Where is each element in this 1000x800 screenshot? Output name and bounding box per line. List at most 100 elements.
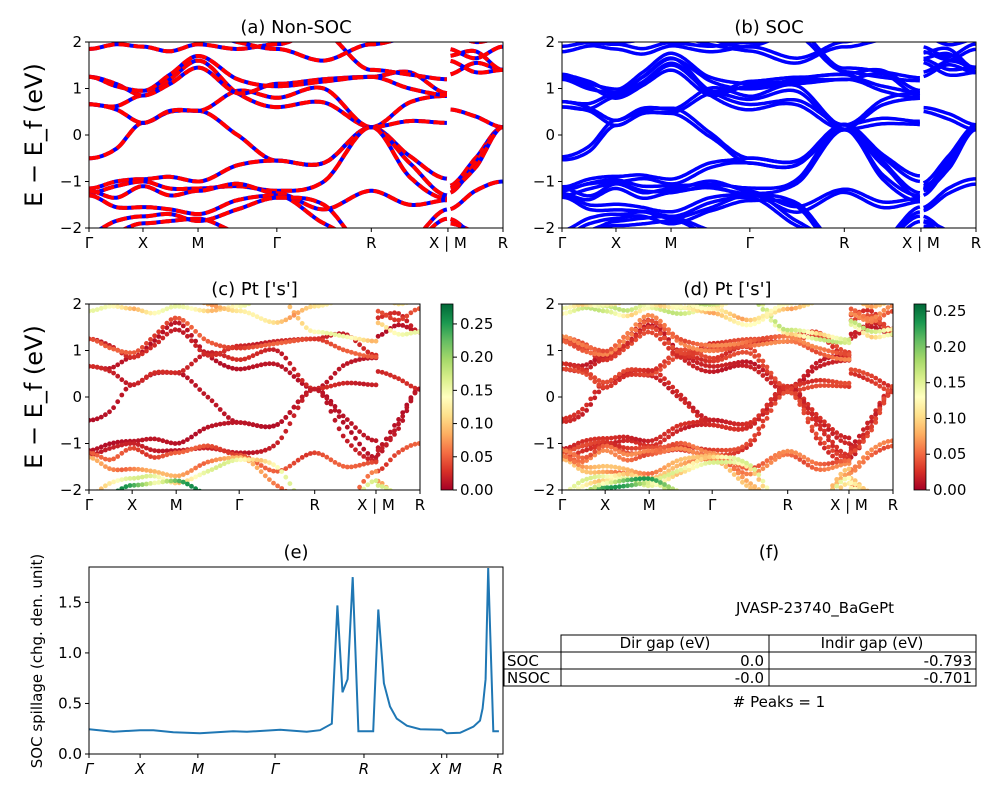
band-point [324,304,330,307]
band-point [817,441,823,446]
band-point [873,510,878,515]
material-id-title: JVASP-23740_BaGePt [735,599,894,618]
band-point [822,428,827,434]
band-point [296,497,301,502]
band-point [826,517,831,522]
band-point [238,357,244,363]
band-point [295,377,301,383]
band-point [873,450,879,455]
band-point [830,431,835,437]
band-point [144,436,149,442]
band-point [584,454,589,460]
band-point [678,350,684,356]
band-point [748,343,753,348]
band-point [250,353,256,359]
band-point [764,458,770,464]
band-point [176,450,182,455]
band-point [703,363,708,368]
band-point [869,509,874,514]
band-point [332,382,338,388]
band-point [633,310,639,316]
band-point [608,473,614,479]
band-point [379,322,385,327]
band-point [744,350,749,355]
y-tick-label: −2 [60,219,82,237]
band-point [817,331,823,337]
band-point [217,305,223,310]
band-point [148,447,153,453]
band-point [776,450,782,456]
band-point [152,455,158,460]
band-point [156,437,162,442]
band-point [189,476,194,482]
band-point [271,423,276,429]
band-point [877,320,883,326]
band-point [152,448,158,453]
x-tick-label: X [600,496,610,514]
band-point [135,442,141,447]
band-point [882,297,887,302]
band-point [592,294,597,299]
band-point [168,317,174,323]
y-tick-label: −1 [533,173,555,191]
band-point [621,313,626,319]
band-point [258,458,264,463]
band-point [332,460,338,465]
band-point [826,378,831,384]
band-point [805,385,811,391]
band-point [135,307,141,312]
band-point [210,493,215,498]
band-point [662,485,667,490]
band-point [852,312,858,318]
band-point [379,332,385,337]
colorbar-tick-label: 0.20 [933,338,966,356]
band-point [571,367,577,373]
band-point [576,493,581,498]
band-point [94,416,100,422]
band-point [653,332,659,338]
band-point [568,492,573,497]
band-point [756,491,761,496]
band-point [127,446,133,451]
band-point [625,367,630,373]
band-point [375,483,381,488]
band-point [596,474,602,479]
band-point [760,367,766,373]
band-point [682,425,688,431]
band-point [193,431,199,437]
band-point [674,348,680,354]
band-point [299,455,305,460]
band-point [869,414,874,420]
band-point [567,418,573,424]
band-point [369,354,375,360]
band-point [861,490,866,495]
band-point [361,381,367,387]
band-point [703,461,708,466]
band-point [254,344,260,349]
band-point [160,479,166,485]
band-point [213,445,219,450]
band-point [205,424,211,430]
band-point [838,471,844,477]
band-point [666,476,671,482]
plot-area-a [89,42,503,228]
band-point [580,439,585,444]
band-point [139,449,145,455]
band-point [768,335,774,340]
band-point [90,337,96,342]
band-point [793,395,799,401]
y-tick-label: −1 [533,435,555,453]
band-point [760,461,766,466]
band-point [756,369,762,375]
band-point [324,454,330,460]
band-point [629,326,635,332]
band-point [320,338,326,343]
band-point [842,476,848,482]
band-point [230,420,235,426]
band-point [834,350,840,356]
band-point [764,485,770,490]
band-point [752,467,758,472]
band-point [357,451,362,456]
band-point [769,492,774,497]
